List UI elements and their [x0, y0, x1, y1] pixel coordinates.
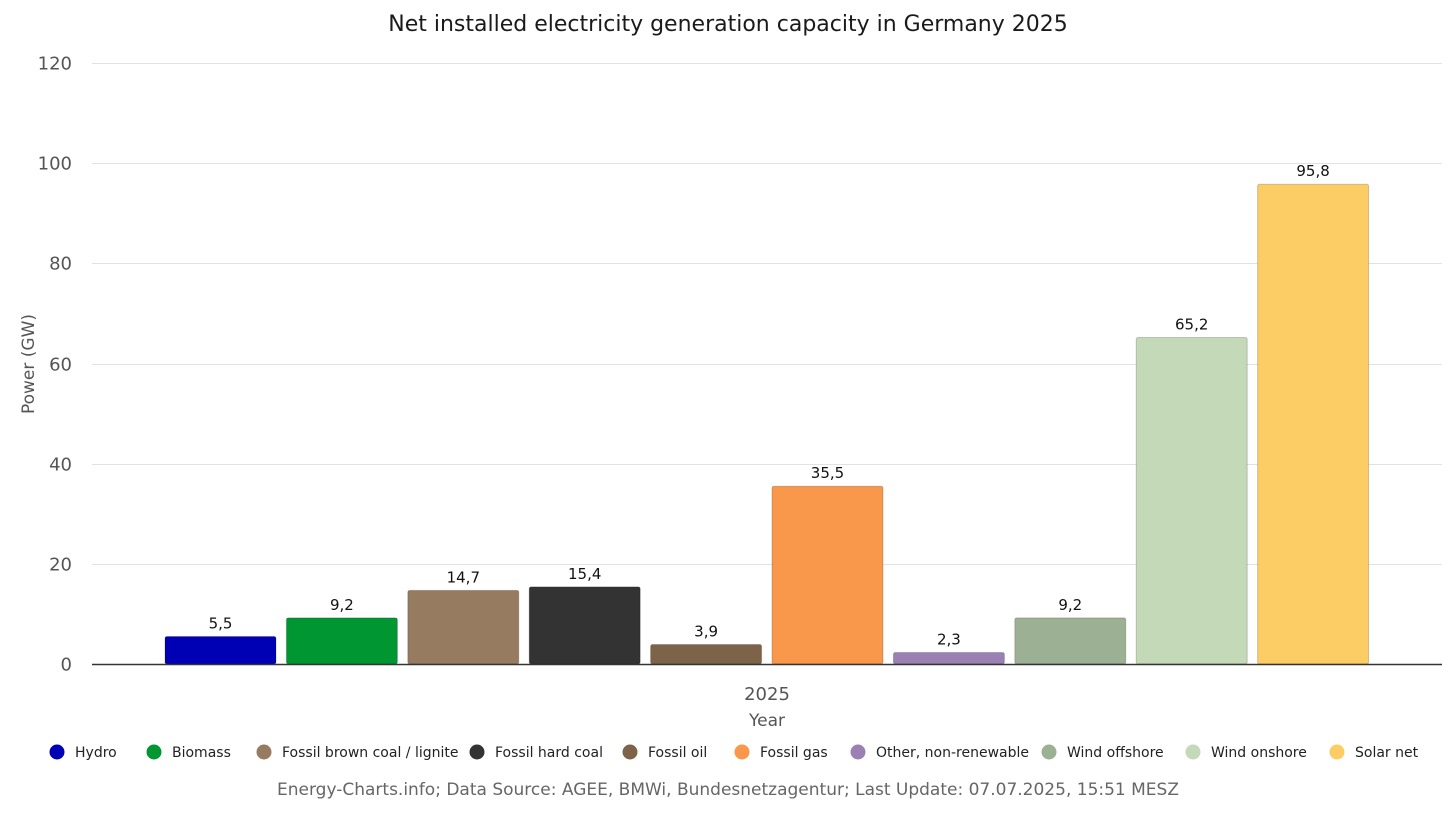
y-tick-label: 100	[38, 154, 72, 175]
bar[interactable]	[1014, 617, 1127, 665]
legend-item[interactable]: Fossil gas	[734, 744, 828, 762]
bar-value-label: 3,9	[694, 622, 718, 640]
legend-swatch	[734, 744, 750, 760]
legend-item[interactable]: Fossil hard coal	[469, 744, 603, 762]
bar-value-label: 9,2	[1058, 596, 1082, 614]
chart-title: Net installed electricity generation cap…	[388, 12, 1068, 37]
bar-value-label: 15,4	[568, 565, 601, 583]
legend-swatch	[256, 744, 272, 760]
bar-value-label: 65,2	[1175, 315, 1208, 333]
legend-item[interactable]: Wind onshore	[1185, 744, 1307, 762]
bars	[164, 183, 1370, 665]
y-axis-label: Power (GW)	[19, 314, 39, 414]
bar-value-label: 5,5	[209, 614, 233, 632]
legend-swatch	[1185, 744, 1201, 760]
bar[interactable]	[1257, 183, 1370, 665]
legend-label: Solar net	[1355, 745, 1419, 761]
bar[interactable]	[164, 635, 277, 665]
bar[interactable]	[892, 651, 1005, 665]
legend-item[interactable]: Fossil oil	[622, 744, 708, 762]
y-tick-label: 80	[49, 254, 72, 275]
legend-swatch	[1041, 744, 1057, 760]
bar[interactable]	[407, 589, 520, 665]
legend-label: Fossil hard coal	[495, 745, 603, 761]
legend-item[interactable]: Fossil brown coal / lignite	[256, 744, 459, 762]
legend-label: Biomass	[172, 745, 231, 761]
legend-label: Fossil oil	[648, 745, 707, 761]
legend-label: Fossil gas	[760, 745, 828, 761]
legend-item[interactable]: Hydro	[49, 744, 117, 762]
legend: Hydro Biomass Fossil brown coal / lignite F…	[49, 744, 1419, 762]
legend-swatch	[850, 744, 866, 760]
legend-item[interactable]: Biomass	[146, 744, 231, 762]
source-footer: Energy-Charts.info; Data Source: AGEE, B…	[277, 780, 1179, 800]
bar-value-label: 95,8	[1296, 162, 1329, 180]
legend-swatch	[622, 744, 638, 760]
legend-item[interactable]: Other, non-renewable	[850, 744, 1029, 762]
bar-value-label: 9,2	[330, 596, 354, 614]
bar[interactable]	[771, 485, 884, 665]
legend-item[interactable]: Solar net	[1329, 744, 1419, 762]
legend-swatch	[49, 744, 65, 760]
bar[interactable]	[1135, 336, 1248, 665]
y-tick-label: 120	[38, 54, 72, 75]
legend-label: Fossil brown coal / lignite	[282, 745, 459, 761]
y-tick-label: 0	[61, 655, 72, 676]
legend-label: Hydro	[75, 745, 117, 761]
bar-value-label: 2,3	[937, 630, 961, 648]
bar[interactable]	[285, 617, 398, 665]
y-tick-label: 20	[49, 555, 72, 576]
legend-label: Other, non-renewable	[876, 745, 1029, 761]
y-axis-ticks: 0 20 40 60 80 100 120	[38, 54, 72, 676]
x-tick-label: 2025	[744, 684, 790, 705]
legend-item[interactable]: Wind offshore	[1041, 744, 1164, 762]
bar[interactable]	[650, 643, 763, 665]
legend-swatch	[146, 744, 162, 760]
bar[interactable]	[528, 586, 641, 665]
legend-swatch	[469, 744, 485, 760]
x-axis-label: Year	[748, 711, 785, 731]
bar-value-label: 14,7	[447, 568, 480, 586]
legend-swatch	[1329, 744, 1345, 760]
legend-label: Wind onshore	[1211, 745, 1307, 761]
y-tick-label: 60	[49, 355, 72, 376]
bar-value-label: 35,5	[811, 464, 844, 482]
bar-value-labels: 5,5 9,2 14,7 15,4 3,9 35,5 2,3 9,2 65,2 95,8	[209, 162, 1330, 648]
legend-label: Wind offshore	[1067, 745, 1164, 761]
y-tick-label: 40	[49, 455, 72, 476]
